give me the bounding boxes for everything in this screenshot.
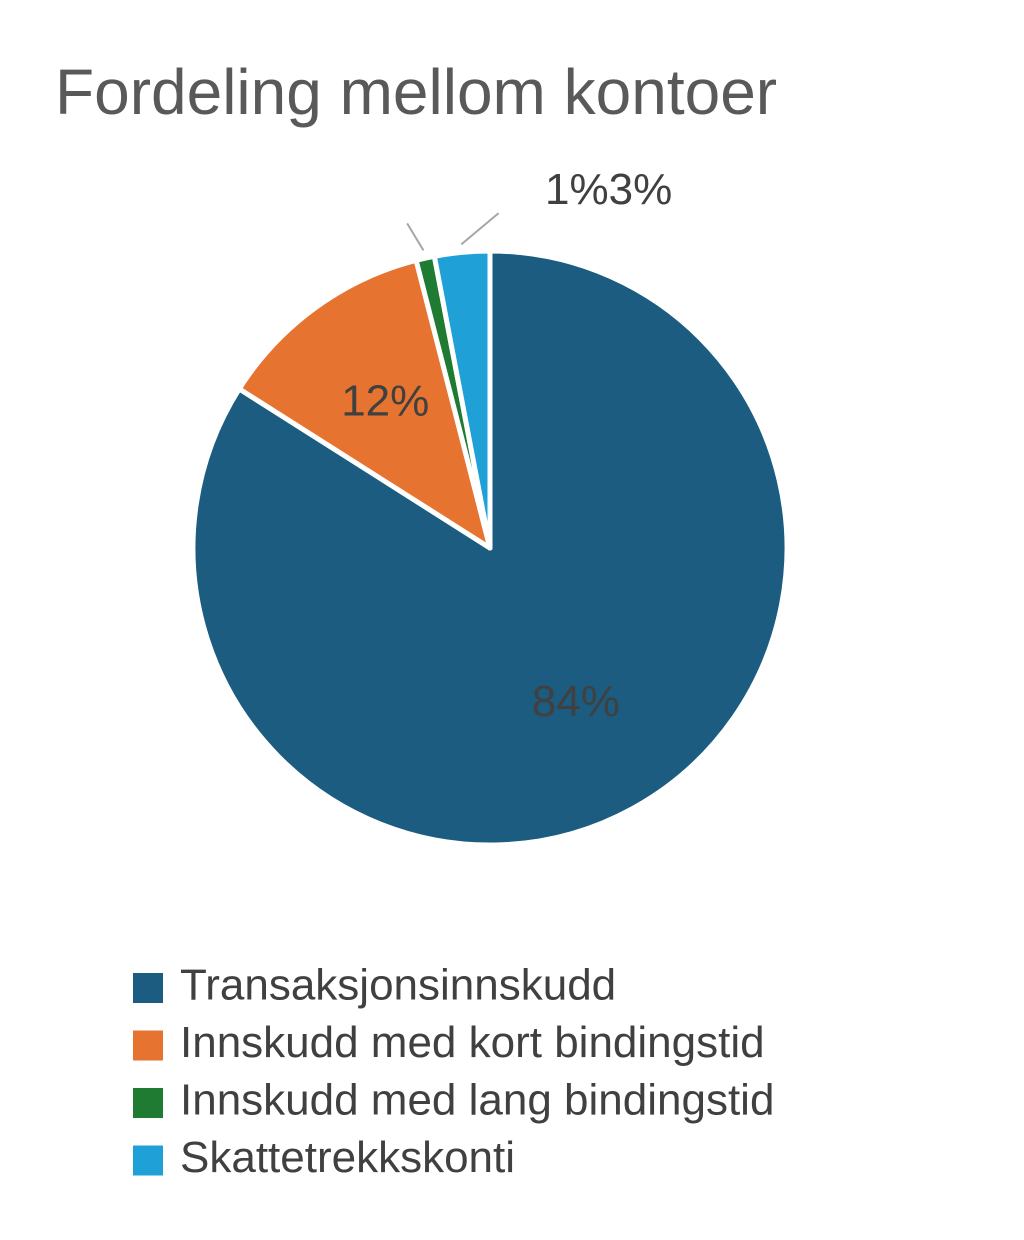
- data-label: 84%: [532, 677, 620, 726]
- pie-slice: [236, 257, 493, 551]
- legend-label: Skattetrekkskonti: [180, 1133, 515, 1182]
- legend-label: Innskudd med lang bindingstid: [180, 1076, 774, 1125]
- leader-line: [406, 222, 425, 251]
- legend-swatch: [133, 1030, 163, 1061]
- legend-swatch: [133, 1088, 163, 1118]
- legend-label: Transaksjonsinnskudd: [180, 961, 616, 1010]
- legend-swatch: [133, 1145, 163, 1176]
- chart-title: Fordeling mellom kontoer: [55, 56, 777, 128]
- data-label: 3%: [609, 165, 673, 214]
- leader-line: [460, 212, 500, 246]
- pie-slice: [431, 248, 493, 551]
- data-label: 1%: [545, 165, 609, 214]
- legend-label: Innskudd med kort bindingstid: [180, 1018, 765, 1067]
- pie-slice: [190, 248, 790, 848]
- data-label: 12%: [341, 376, 429, 425]
- data-label-group: 1%3%: [545, 165, 672, 214]
- legend-swatch: [133, 973, 163, 1003]
